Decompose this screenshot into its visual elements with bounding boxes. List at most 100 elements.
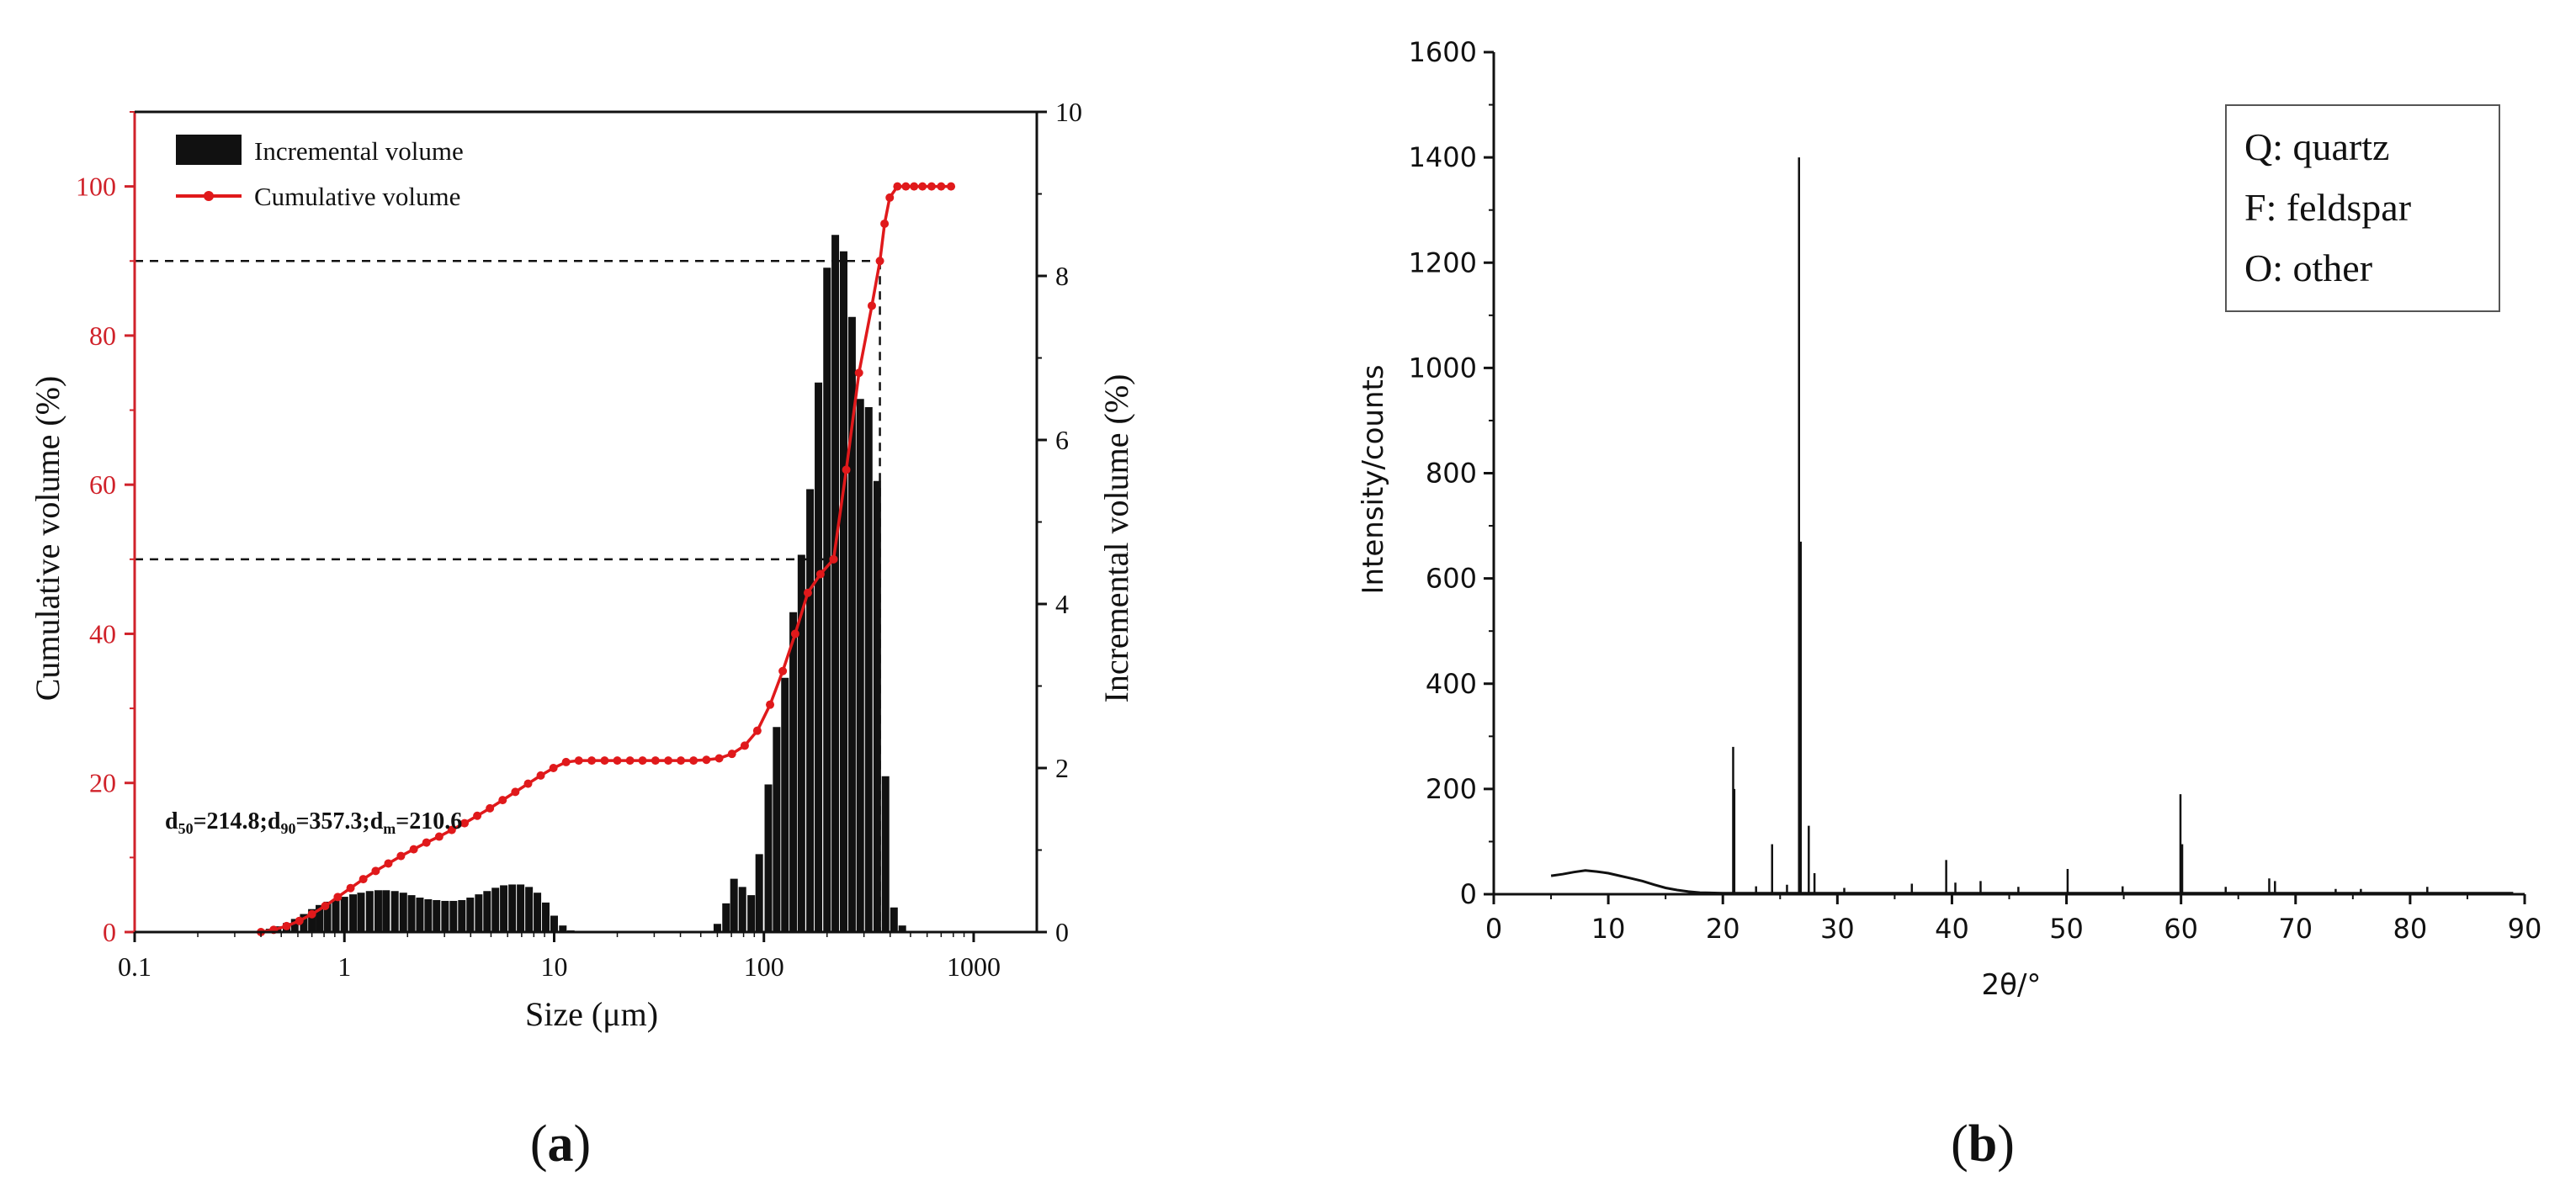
cumulative-point (587, 756, 597, 766)
cumulative-point (359, 875, 368, 884)
incremental-bar (300, 914, 308, 932)
incremental-bar (500, 885, 508, 932)
cumulative-point (927, 182, 936, 191)
incremental-bar (864, 407, 873, 932)
xtick-label: 0.1 (118, 951, 151, 982)
incremental-bar (340, 897, 348, 932)
cumulative-point (842, 465, 851, 474)
incremental-bar (823, 268, 831, 932)
cumulative-point (901, 182, 911, 191)
cumulative-point (790, 629, 799, 638)
d90-label: d (268, 808, 281, 834)
cumulative-point (422, 838, 431, 847)
xtick-label: 80 (2393, 913, 2428, 945)
cumulative-point (880, 219, 890, 228)
d50-label: d (165, 808, 178, 834)
incremental-bar (483, 891, 491, 932)
xtick-label: 60 (2164, 913, 2198, 945)
cumulative-point (885, 193, 895, 202)
panel-a-label: (a) (530, 1115, 591, 1173)
cumulative-point (486, 803, 495, 813)
cumulative-point (829, 554, 838, 564)
cumulative-point (561, 757, 571, 766)
incremental-bar (839, 251, 847, 932)
cumulative-point (875, 257, 884, 266)
ytick-left-label: 40 (89, 618, 116, 649)
cumulative-point (536, 771, 545, 780)
incremental-bar (399, 893, 407, 932)
cumulative-point (677, 756, 686, 766)
d90-value: =357.3; (295, 808, 369, 834)
incremental-bar (508, 884, 517, 932)
incremental-bar (525, 887, 534, 932)
incremental-bar (382, 890, 390, 932)
xtick-label: 40 (1935, 913, 1969, 945)
cumulative-point (651, 756, 660, 766)
incremental-bar (781, 677, 789, 932)
cumulative-point (613, 756, 622, 766)
chart-a-ylabel-right: Incremental volume (%) (1097, 374, 1135, 703)
ytick-right-label: 2 (1055, 753, 1069, 783)
panel-b-close: ) (1997, 1115, 2015, 1173)
incremental-bars (257, 235, 906, 932)
d50-sub: 50 (178, 820, 194, 837)
incremental-bar (898, 925, 906, 932)
xtick-label: 70 (2278, 913, 2313, 945)
cumulative-point (600, 756, 609, 766)
cumulative-point (333, 893, 343, 902)
incremental-bar (738, 887, 746, 932)
chart-b-xlabel: 2θ/° (1982, 968, 2042, 1002)
chart-a-legend: Incremental volume Cumulative volume (176, 135, 464, 211)
ytick-right-label: 10 (1055, 97, 1082, 127)
ytick-label: 400 (1426, 668, 1477, 700)
cumulative-point (778, 666, 788, 675)
incremental-bar (365, 891, 374, 932)
chart-a-ylabel-left: Cumulative volume (%) (29, 376, 66, 702)
ytick-label: 1000 (1409, 352, 1477, 384)
d50-value: =214.8; (194, 808, 268, 834)
cumulative-point (689, 756, 698, 766)
xtick-label: 100 (744, 951, 784, 982)
incremental-bar (713, 924, 721, 932)
cumulative-series (257, 182, 956, 936)
cumulative-point (409, 845, 418, 854)
incremental-bar (550, 915, 558, 932)
cumulative-point (282, 921, 291, 930)
legend-feldspar: F: feldspar (2244, 186, 2411, 229)
incremental-bar (491, 887, 500, 932)
xrd-baseline (1550, 869, 2514, 895)
xtick-label: 90 (2508, 913, 2542, 945)
incremental-bar (466, 898, 475, 932)
cumulative-point (937, 182, 946, 191)
incremental-bar (881, 776, 890, 932)
cumulative-point (664, 756, 673, 766)
xtick-label: 20 (1706, 913, 1740, 945)
incremental-bar (797, 554, 805, 932)
incremental-bar (441, 900, 449, 932)
xtick-label: 1 (337, 951, 351, 982)
cumulative-point (803, 588, 812, 597)
size-stats-annotation: d50=214.8;d90=357.3;dm=210.6 (165, 808, 462, 837)
ytick-left-label: 20 (89, 768, 116, 798)
incremental-bar (806, 489, 815, 932)
dm-value: =210.6 (396, 808, 462, 834)
ytick-label: 0 (1460, 878, 1477, 910)
panel-a-close: ) (574, 1115, 592, 1173)
cumulative-point (867, 301, 876, 310)
incremental-bar (847, 316, 856, 932)
ytick-label: 200 (1426, 773, 1477, 805)
cumulative-point (307, 909, 316, 919)
incremental-bar (890, 907, 898, 932)
incremental-bar (815, 382, 823, 932)
ytick-label: 600 (1426, 563, 1477, 595)
cumulative-point (815, 570, 825, 579)
incremental-bar (424, 899, 433, 932)
cumulative-point (549, 764, 558, 772)
cumulative-point (766, 700, 775, 709)
incremental-bar (856, 399, 864, 932)
incremental-bar (873, 480, 881, 932)
ytick-label: 800 (1426, 458, 1477, 490)
cumulative-point (947, 182, 956, 191)
panel-b-open: ( (1951, 1115, 1968, 1173)
